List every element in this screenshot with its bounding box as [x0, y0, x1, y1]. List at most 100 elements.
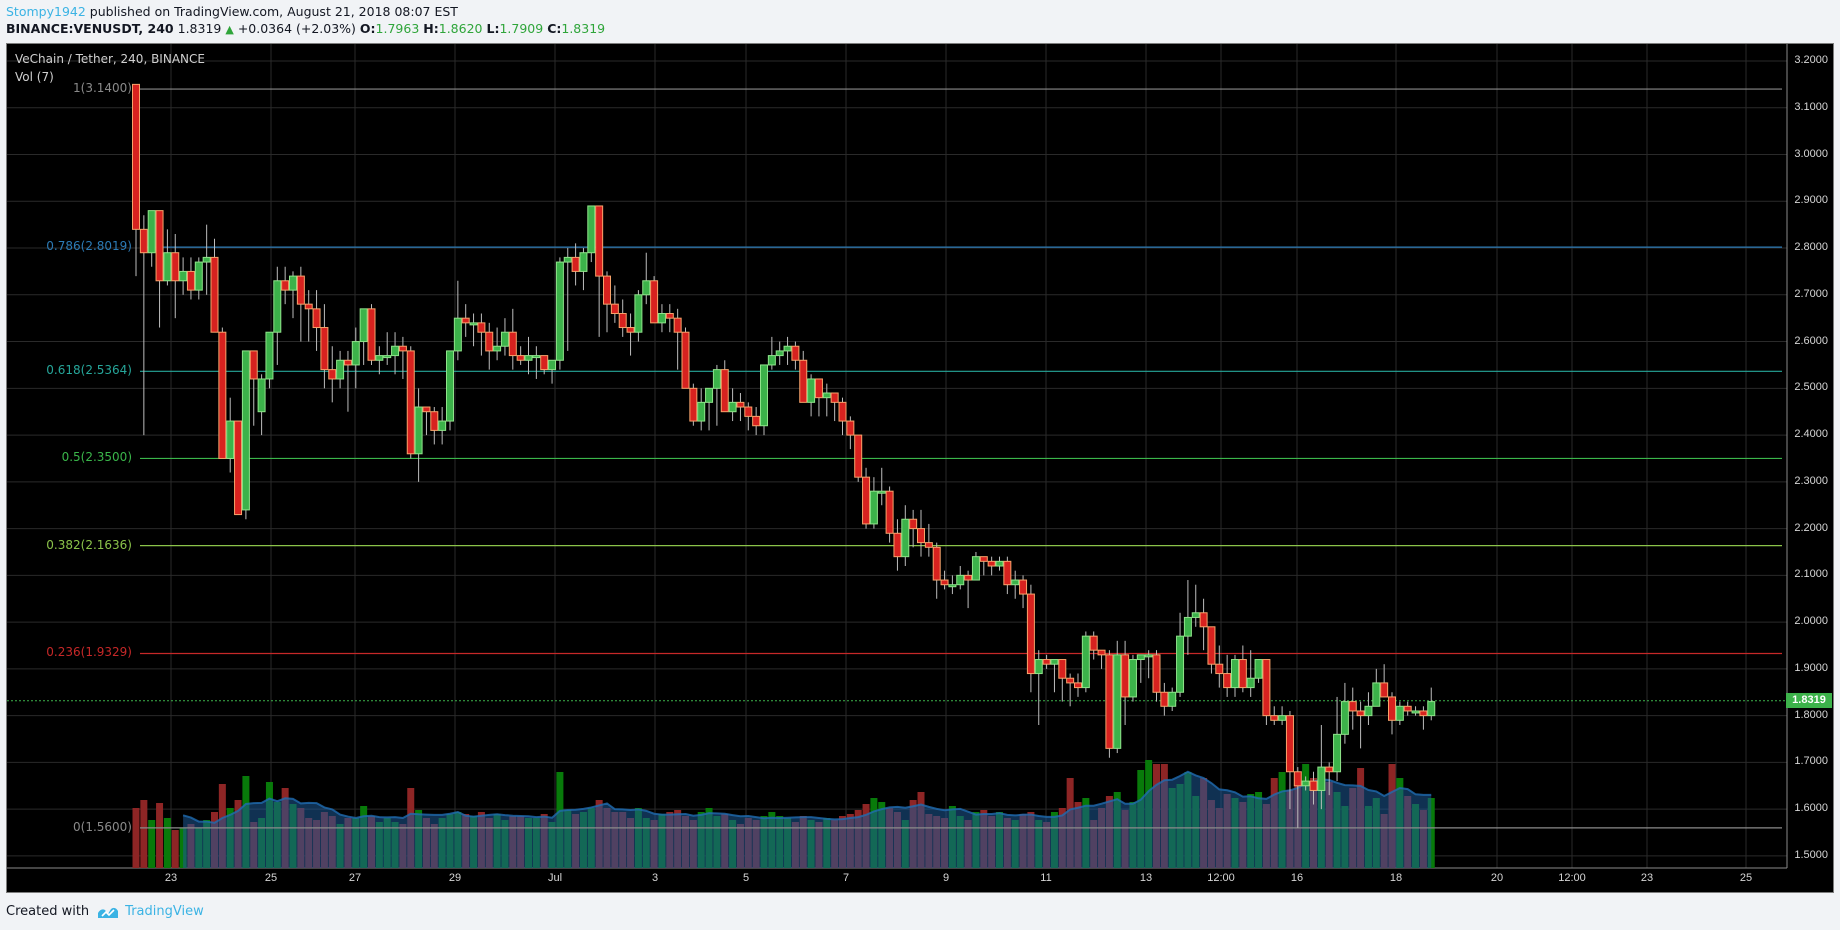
author-link[interactable]: Stompy1942 — [6, 4, 86, 19]
candlestick — [438, 420, 447, 431]
candlestick — [1089, 635, 1098, 651]
volume-bar — [140, 800, 148, 868]
candlestick — [414, 406, 423, 455]
candlestick — [1144, 654, 1153, 658]
candlestick — [430, 411, 439, 431]
chart-title: VeChain / Tether, 240, BINANCE — [15, 52, 205, 66]
candlestick — [1019, 579, 1028, 595]
candlestick — [1191, 612, 1200, 618]
candlestick — [1419, 710, 1428, 717]
candlestick — [571, 256, 580, 272]
candlestick — [1356, 710, 1365, 717]
candlestick — [909, 518, 918, 530]
candlestick — [705, 387, 714, 403]
price-tick-label: 2.3000 — [1794, 474, 1828, 487]
candlestick — [1215, 663, 1224, 675]
candlestick — [524, 355, 533, 361]
candlestick — [728, 401, 737, 413]
tradingview-brand: TradingView — [125, 904, 204, 919]
candlestick — [516, 355, 525, 361]
candlestick — [1380, 682, 1389, 698]
candlestick — [1254, 659, 1263, 679]
candlestick — [587, 205, 596, 254]
candlestick — [485, 331, 494, 352]
candlestick — [383, 355, 392, 359]
candlestick — [171, 252, 180, 282]
candlestick — [336, 359, 345, 380]
candlestick — [1011, 579, 1020, 586]
candlestick — [956, 574, 965, 586]
candlestick — [760, 364, 768, 427]
candlestick — [343, 359, 352, 366]
time-tick-label: 5 — [742, 872, 750, 884]
candlestick — [775, 350, 784, 357]
candlestick — [924, 542, 933, 548]
volume-bar — [132, 808, 140, 868]
candlestick — [1128, 659, 1137, 698]
candlestick — [1066, 677, 1075, 684]
candlestick — [147, 210, 156, 254]
candlestick — [1278, 715, 1287, 721]
candlestick — [226, 420, 235, 459]
candlestick — [139, 228, 148, 254]
price-tick-label: 2.2000 — [1794, 521, 1828, 534]
candlestick — [783, 345, 792, 352]
candlestick — [461, 317, 470, 324]
time-tick-label: 12:00 — [1207, 872, 1235, 884]
fib-level-label: 0.618(2.5364) — [46, 363, 132, 378]
high-value: 1.8620 — [438, 21, 483, 36]
candlestick — [1074, 682, 1082, 689]
candlestick — [406, 350, 415, 455]
fib-level-label: 0.786(2.8019) — [46, 239, 132, 254]
candlestick — [548, 359, 557, 371]
candlestick — [1325, 766, 1334, 773]
price-tick-label: 1.7000 — [1794, 755, 1828, 768]
time-tick-label: 23 — [1640, 872, 1654, 884]
candlestick — [642, 280, 651, 296]
time-tick-label: 9 — [942, 872, 950, 884]
price-tick-label: 1.5000 — [1794, 848, 1828, 861]
candlestick — [194, 261, 203, 291]
price-tick-label: 2.5000 — [1794, 381, 1828, 394]
candlestick — [555, 261, 564, 361]
candlestick — [1427, 701, 1436, 717]
candlestick — [1372, 682, 1381, 707]
low-label: L: — [486, 21, 500, 36]
open-label: O: — [359, 21, 376, 36]
candlestick — [1176, 635, 1185, 693]
fib-level-label: 0.382(2.1636) — [46, 537, 132, 552]
candlestick — [854, 434, 863, 478]
candlestick — [1340, 701, 1349, 735]
candlestick — [398, 345, 407, 352]
price-change: +0.0364 (+2.03%) — [237, 21, 356, 36]
candlestick — [830, 392, 839, 403]
candlestick — [917, 528, 925, 544]
candlestick — [422, 406, 431, 413]
close-label: C: — [547, 21, 562, 36]
price-tick-label: 2.0000 — [1794, 615, 1828, 628]
chart-pane[interactable] — [6, 43, 1834, 893]
candlestick — [1034, 659, 1043, 675]
candlestick — [453, 317, 462, 352]
fib-level-label: 0(1.5600) — [73, 819, 132, 834]
volume-indicator-label: Vol (7) — [15, 70, 54, 84]
price-tick-label: 2.6000 — [1794, 334, 1828, 347]
candlestick — [877, 490, 886, 494]
candlestick — [673, 317, 682, 333]
tradingview-link[interactable]: TradingView — [97, 904, 204, 919]
candlestick — [265, 331, 274, 380]
candlestick — [1113, 654, 1122, 749]
candlestick — [155, 210, 164, 282]
candlestick — [1364, 705, 1373, 717]
price-tick-label: 2.1000 — [1794, 568, 1828, 581]
time-tick-label: 3 — [651, 872, 659, 884]
symbol-info: BINANCE:VENUSDT, 240 1.8319 ▲ +0.0364 (+… — [6, 21, 605, 36]
candlestick — [1301, 780, 1310, 787]
candlestick — [603, 275, 611, 305]
candlestick — [1183, 616, 1192, 637]
candlestick — [712, 369, 721, 389]
candlestick — [375, 355, 384, 361]
footer: Created with TradingView — [6, 904, 204, 919]
time-tick-label: 29 — [448, 872, 462, 884]
